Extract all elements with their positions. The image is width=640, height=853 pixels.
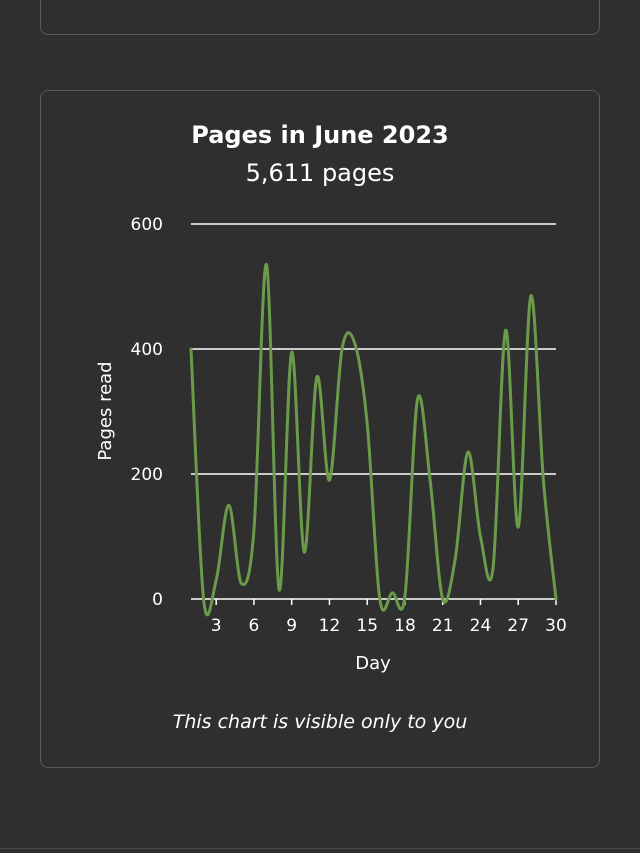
- visibility-note: This chart is visible only to you: [172, 711, 468, 733]
- grid-lines: [191, 223, 556, 475]
- x-tick-label: 9: [286, 616, 297, 636]
- chart-title: Pages in June 2023: [191, 121, 449, 149]
- x-tick-label: 27: [507, 616, 529, 636]
- x-tick-label: 3: [211, 616, 222, 636]
- x-tick-label: 30: [545, 616, 567, 636]
- x-axis: [191, 598, 557, 605]
- x-tick-label: 15: [356, 616, 378, 636]
- y-tick-label: 0: [152, 590, 163, 610]
- previous-card: [40, 0, 600, 35]
- x-tick-label: 21: [432, 616, 454, 636]
- x-tick-label: 24: [470, 616, 492, 636]
- x-tick-labels: 3 6 9 12 15 18 21 24 27 30: [211, 616, 567, 636]
- chart-subtitle: 5,611 pages: [245, 159, 395, 187]
- series-layer: [189, 263, 558, 617]
- x-tick-label: 12: [319, 616, 341, 636]
- bottom-divider: [0, 848, 640, 849]
- series-line-0: [189, 263, 558, 617]
- x-axis-label: Day: [355, 653, 391, 674]
- chart-card: Pages in June 2023 5,611 pages 0 200 400 60…: [40, 90, 600, 768]
- x-tick-label: 6: [249, 616, 260, 636]
- y-tick-label: 200: [131, 465, 163, 485]
- y-tick-labels: 0 200 400 600: [131, 215, 163, 610]
- y-axis-label: Pages read: [95, 361, 116, 460]
- y-tick-label: 400: [131, 340, 163, 360]
- line-chart: 0 200 400 600 3 6 9 12 15 18 21 24 27 30 Day Pages r…: [95, 215, 567, 674]
- x-tick-label: 18: [394, 616, 416, 636]
- y-tick-label: 600: [131, 215, 163, 235]
